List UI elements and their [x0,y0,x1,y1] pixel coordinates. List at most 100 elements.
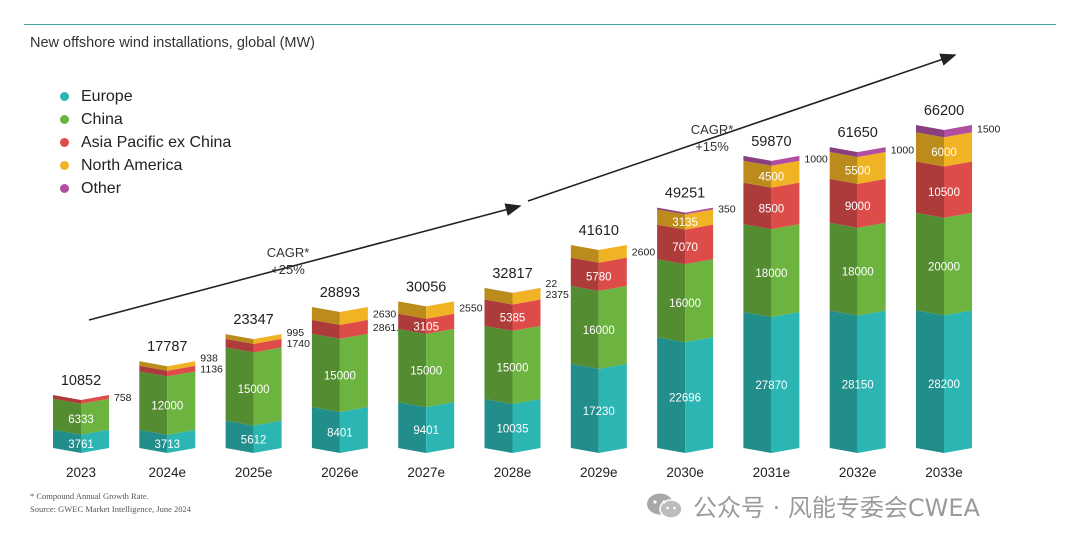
total-label: 17787 [147,339,187,355]
watermark: 公众号 · 风能专委会CWEA [645,488,980,523]
legend-label: Other [81,179,122,197]
bar-segment-china [916,212,944,316]
bar-segment-europe [512,399,541,453]
segment-label: 18000 [842,267,874,279]
bar-segment-asia-pacific-ex-china [685,224,714,265]
bar-segment-china [339,333,368,413]
bar-segment-europe [857,310,886,453]
bar-segment-china [139,371,168,435]
bar-segment-asia-pacific-ex-china [139,365,168,377]
bar-segment-china [570,285,599,369]
side-label: 758 [114,392,132,404]
bar-segment-other [484,287,513,293]
category-label: 2024e [149,465,187,480]
footnote-cagr: * Compound Annual Growth Rate. [30,491,149,501]
legend-item-europe: Europe [60,85,231,108]
bar-segment-europe [916,310,944,453]
legend: Europe China Asia Pacific ex China North… [60,85,231,200]
segment-label: 3135 [672,217,698,229]
bar-segment-north-america [398,301,427,319]
bar-segment-asia-pacific-ex-china [484,299,513,331]
bar-segment-asia-pacific-ex-china [311,319,340,339]
segment-label: 8500 [759,203,785,215]
bar-segment-north-america [916,132,944,167]
bar-segment-europe [311,407,340,453]
footnote-source: Source: GWEC Market Intelligence, June 2… [30,504,191,514]
total-label: 30056 [406,279,446,295]
segment-label: 15000 [238,384,270,396]
bar-segment-other [685,207,714,215]
bar-segment-north-america [829,152,858,184]
bar-segment-north-america [339,307,368,325]
side-label: 2550 [459,303,483,315]
segment-label: 5780 [586,272,612,284]
segment-label: 5612 [241,434,267,446]
segment-label: 8401 [327,428,353,440]
total-label: 66200 [924,103,964,119]
bar-segment-other [743,155,772,166]
bar-segment-north-america [253,334,282,344]
segment-label: 20000 [928,262,960,274]
bar-segment-north-america [570,244,599,263]
side-label: 995 [287,327,305,339]
legend-label: North America [81,156,183,174]
top-rule [24,24,1056,25]
watermark-text: 公众号 · 风能专委会CWEA [693,494,980,522]
bar-segment-europe [771,311,800,453]
segment-label: 10035 [497,424,529,436]
bar-segment-north-america [771,160,800,188]
segment-label: 16000 [583,325,615,337]
segment-label: 18000 [755,268,787,280]
bar-segment-china [167,371,196,435]
bar-segment-china [598,285,627,369]
total-label: 41610 [579,223,619,239]
legend-item-north-america: North America [60,154,231,177]
category-label: 2033e [925,465,963,480]
cagr-label: CAGR* [691,122,734,137]
chart-title: New offshore wind installations, global … [30,35,316,51]
segment-label: 3761 [68,439,94,451]
bar-segment-europe [139,429,168,453]
bar-segment-europe [484,399,513,453]
bar-segment-china [53,398,81,435]
bar-segment-asia-pacific-ex-china [339,319,368,339]
segment-label: 4500 [759,172,785,184]
growth-arrow [88,203,522,321]
bar-segment-china [829,222,858,316]
cagr-value: +15% [695,139,729,154]
bar-segment-north-america [484,287,513,305]
bar-segment-asia-pacific-ex-china [167,365,196,377]
segment-label: 22696 [669,393,701,405]
category-label: 2031e [753,465,791,480]
bar-segment-europe [167,429,196,453]
bar-segment-china [771,224,800,317]
total-label: 28893 [320,285,360,301]
side-label: 1000 [891,145,915,157]
bar-segment-asia-pacific-ex-china [598,257,627,291]
category-label: 2028e [494,465,532,480]
legend-dot-asia-pacific [60,138,69,147]
segment-label: 9401 [413,425,439,437]
bar-segment-north-america [598,244,627,263]
bar-segment-asia-pacific-ex-china [857,178,886,228]
legend-dot-other [60,184,69,193]
bar-segment-north-america [139,361,168,371]
legend-label: China [81,110,123,128]
bar-segment-other [829,147,858,158]
bar-segment-europe [53,429,81,453]
cagr-label: CAGR* [267,245,310,260]
bar-segment-north-america [512,287,541,305]
total-label: 10852 [61,373,101,389]
total-label: 32817 [492,266,532,282]
bar-segment-china [512,325,541,405]
bar-segment-other [657,207,686,215]
bar-segment-other [857,147,886,158]
total-label: 59870 [751,134,791,150]
segment-label: 3105 [413,321,439,333]
total-label: 61650 [838,125,878,141]
legend-item-asia-pacific: Asia Pacific ex China [60,131,231,154]
bar-segment-china [225,347,254,426]
bar-segment-asia-pacific-ex-china [570,257,599,291]
side-label: 350 [718,204,736,216]
